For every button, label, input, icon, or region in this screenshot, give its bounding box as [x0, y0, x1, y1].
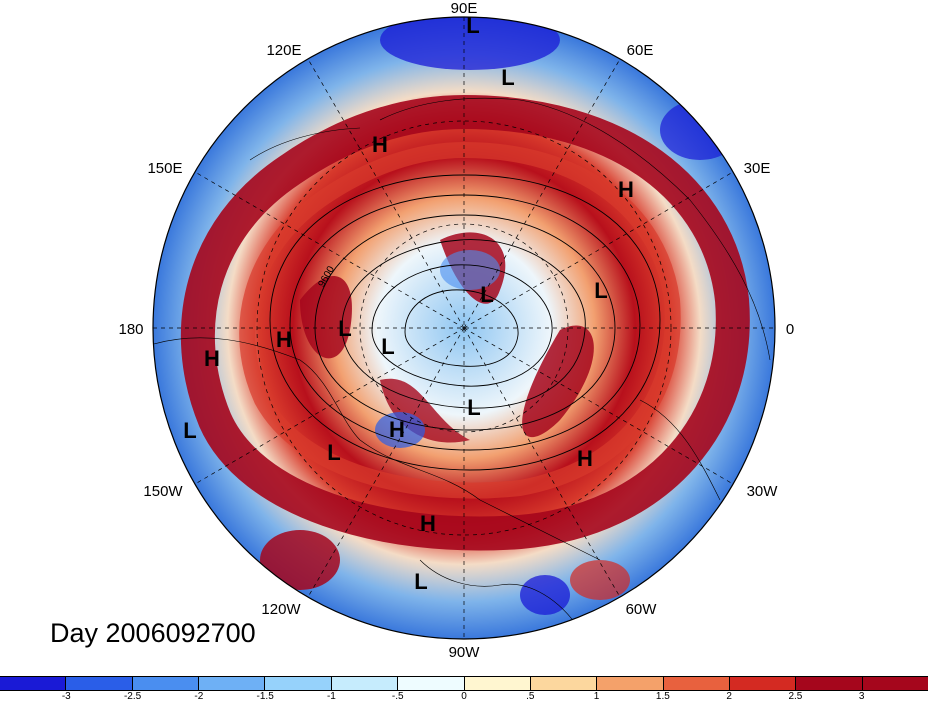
colorbar-tick-label: 2.5 [788, 691, 803, 702]
lon-label-150e: 150E [147, 160, 182, 177]
lon-label-90e: 90E [451, 0, 478, 17]
colorbar-tick-label: -1 [326, 691, 336, 702]
colorbar-tick-label: -.5 [391, 691, 404, 702]
colorbar-tick-label: 1 [593, 691, 600, 702]
colorbar-cell [663, 677, 730, 690]
pressure-center: L [338, 316, 351, 341]
pressure-center: H [618, 177, 634, 202]
pressure-center: L [183, 418, 196, 443]
lon-label-120w: 120W [261, 601, 301, 618]
lon-label-150w: 150W [143, 483, 183, 500]
colorbar-cell [331, 677, 399, 690]
colorbar-cell [597, 677, 664, 690]
colorbar-cell [398, 677, 465, 690]
pressure-center: H [577, 446, 593, 471]
pressure-center: L [480, 282, 493, 307]
pressure-center: L [466, 13, 479, 38]
colorbar-cell [66, 677, 133, 690]
lon-label-60e: 60E [627, 42, 654, 59]
colorbar-cell [265, 677, 332, 690]
colorbar-tick-label: -1.5 [256, 691, 274, 702]
colorbar-tick-label: 1.5 [655, 691, 670, 702]
page-title: Day 2006092700 [50, 618, 256, 648]
lon-label-30e: 30E [744, 160, 771, 177]
lon-label-60w: 60W [626, 601, 658, 618]
lon-label-90w: 90W [449, 644, 481, 661]
pressure-center: L [467, 395, 480, 420]
colorbar-cell [464, 677, 531, 690]
colorbar-cell [132, 677, 200, 690]
lon-label-120e: 120E [266, 42, 301, 59]
pressure-center: L [501, 65, 514, 90]
pressure-center: H [372, 132, 388, 157]
pressure-center: L [414, 569, 427, 594]
jet-band [181, 94, 750, 551]
pressure-center: H [276, 327, 292, 352]
colorbar-cell [729, 677, 797, 690]
lon-label-30w: 30W [747, 483, 779, 500]
lon-label-180: 180 [118, 321, 143, 338]
colorbar-cell [796, 677, 863, 690]
colorbar: -3 -2.5 -2 -1.5 -1 -.5 0 .5 1 1.5 2 2.5 3 [0, 676, 928, 702]
colorbar-tick-label: 2 [726, 691, 732, 702]
pressure-center: H [389, 417, 405, 442]
colorbar-cell [199, 677, 266, 690]
pressure-center: H [420, 511, 436, 536]
colorbar-cell [0, 677, 67, 690]
map-disc [153, 17, 775, 639]
pressure-centers: L L H H L L L L H H L L H L H H L [183, 13, 634, 594]
colorbar-cell [530, 677, 598, 690]
colorbar-tick-label: -2.5 [123, 691, 142, 702]
colorbar-tick-label: -2 [194, 691, 204, 702]
colorbar-tick-label: 3 [858, 691, 865, 702]
colorbar-ticks: -3 -2.5 -2 -1.5 -1 -.5 0 .5 1 1.5 2 2.5 3 [0, 691, 928, 703]
colorbar-cell [862, 677, 928, 690]
colorbar-tick-label: -3 [61, 691, 71, 702]
longitude-labels: 90E 60E 30E 0 30W 60W 90W 120W 150W 180 … [118, 0, 794, 661]
colorbar-cells [0, 676, 928, 691]
pressure-center: L [594, 278, 607, 303]
lon-label-0: 0 [786, 321, 794, 338]
pressure-center: H [204, 346, 220, 371]
pressure-center: L [327, 440, 340, 465]
pressure-center: L [381, 334, 394, 359]
colorbar-tick-label: 0 [461, 691, 467, 702]
colorbar-tick-label: .5 [526, 691, 535, 702]
